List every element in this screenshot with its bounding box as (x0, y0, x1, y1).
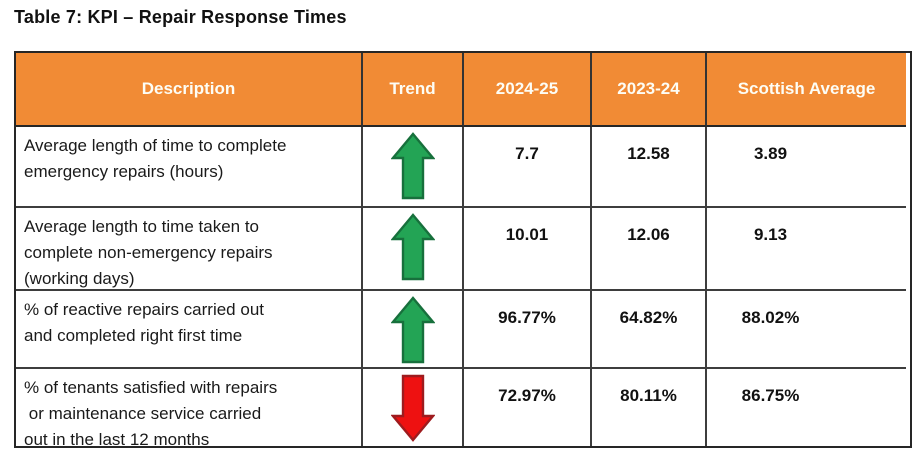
trend-cell (363, 291, 464, 369)
value-2023-24: 12.58 (592, 127, 707, 208)
trend-up-arrow-icon (390, 132, 435, 200)
value-scottish-average: 86.75% (741, 386, 800, 405)
header-description: Description (16, 53, 363, 127)
trend-up-arrow-icon (390, 296, 435, 364)
value-scottish-average: 3.89 (707, 127, 906, 208)
header-2024-25: 2024-25 (464, 53, 592, 127)
header-2023-24: 2023-24 (592, 53, 707, 127)
trend-cell (363, 369, 464, 446)
kpi-table: Description Trend 2024-25 2023-24 Scotti… (14, 51, 912, 448)
value-2023-24: 12.06 (592, 208, 707, 291)
value-2024-25: 7.7 (464, 127, 592, 208)
value-2023-24: 80.11% (592, 369, 707, 446)
trend-up-arrow-icon (390, 213, 435, 281)
value-2023-24: 64.82% (592, 291, 707, 369)
row-description: Average length of time to complete emerg… (16, 127, 363, 208)
value-scottish-average: 9.13 (707, 208, 906, 291)
row-description: Average length to time taken to complete… (16, 208, 363, 291)
value-2024-25: 72.97% (464, 369, 592, 446)
trend-down-arrow-icon (390, 374, 435, 442)
trend-cell (363, 208, 464, 291)
row-description: % of reactive repairs carried out and co… (16, 291, 363, 369)
value-2024-25: 96.77% (464, 291, 592, 369)
header-scottish-average: Scottish Average (707, 53, 906, 127)
page-title: Table 7: KPI – Repair Response Times (14, 7, 347, 27)
value-2024-25: 10.01 (464, 208, 592, 291)
trend-cell (363, 127, 464, 208)
header-trend: Trend (363, 53, 464, 127)
row-description: % of tenants satisfied with repairs or m… (16, 369, 363, 446)
value-scottish-average: 88.02% (707, 291, 906, 369)
